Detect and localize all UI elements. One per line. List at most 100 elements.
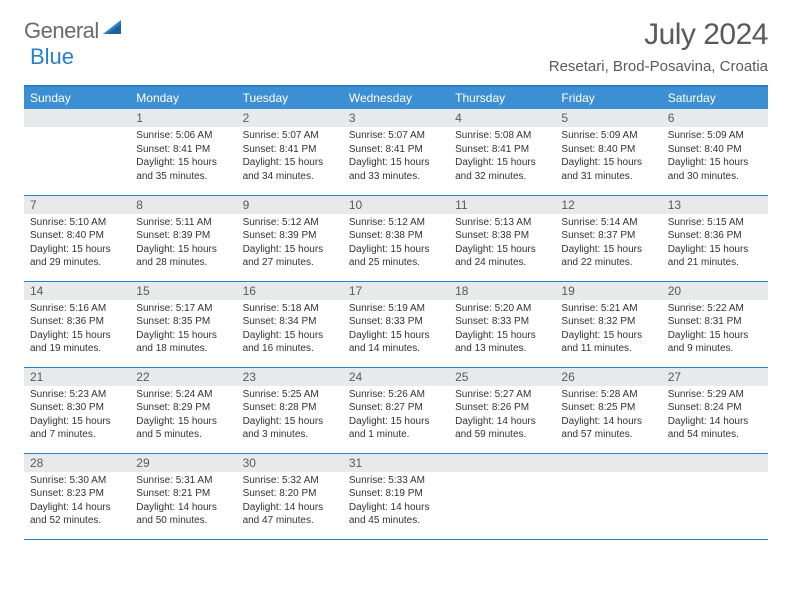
sunrise-text: Sunrise: 5:06 AM bbox=[136, 129, 230, 143]
day-cell: 26Sunrise: 5:28 AMSunset: 8:25 PMDayligh… bbox=[555, 367, 661, 453]
day-details: Sunrise: 5:32 AMSunset: 8:20 PMDaylight:… bbox=[237, 472, 343, 532]
sunrise-text: Sunrise: 5:14 AM bbox=[561, 216, 655, 230]
day-details: Sunrise: 5:16 AMSunset: 8:36 PMDaylight:… bbox=[24, 300, 130, 360]
day-details: Sunrise: 5:10 AMSunset: 8:40 PMDaylight:… bbox=[24, 214, 130, 274]
sunset-text: Sunset: 8:40 PM bbox=[668, 143, 762, 157]
day-header: Saturday bbox=[662, 87, 768, 109]
day-details: Sunrise: 5:11 AMSunset: 8:39 PMDaylight:… bbox=[130, 214, 236, 274]
sunrise-text: Sunrise: 5:26 AM bbox=[349, 388, 443, 402]
day-header: Thursday bbox=[449, 87, 555, 109]
sunset-text: Sunset: 8:35 PM bbox=[136, 315, 230, 329]
daylight-text: Daylight: 15 hours and 25 minutes. bbox=[349, 243, 443, 270]
sunrise-text: Sunrise: 5:23 AM bbox=[30, 388, 124, 402]
sunrise-text: Sunrise: 5:32 AM bbox=[243, 474, 337, 488]
day-details: Sunrise: 5:09 AMSunset: 8:40 PMDaylight:… bbox=[662, 127, 768, 187]
day-number: 15 bbox=[130, 282, 236, 300]
day-number: 21 bbox=[24, 368, 130, 386]
day-number: 5 bbox=[555, 109, 661, 127]
day-details: Sunrise: 5:20 AMSunset: 8:33 PMDaylight:… bbox=[449, 300, 555, 360]
calendar-table: Sunday Monday Tuesday Wednesday Thursday… bbox=[24, 87, 768, 540]
sunrise-text: Sunrise: 5:30 AM bbox=[30, 474, 124, 488]
sunrise-text: Sunrise: 5:19 AM bbox=[349, 302, 443, 316]
day-number: 7 bbox=[24, 196, 130, 214]
day-cell: 18Sunrise: 5:20 AMSunset: 8:33 PMDayligh… bbox=[449, 281, 555, 367]
day-details: Sunrise: 5:07 AMSunset: 8:41 PMDaylight:… bbox=[237, 127, 343, 187]
daylight-text: Daylight: 14 hours and 59 minutes. bbox=[455, 415, 549, 442]
empty-day bbox=[662, 454, 768, 472]
day-cell: 9Sunrise: 5:12 AMSunset: 8:39 PMDaylight… bbox=[237, 195, 343, 281]
sunrise-text: Sunrise: 5:21 AM bbox=[561, 302, 655, 316]
day-cell: 14Sunrise: 5:16 AMSunset: 8:36 PMDayligh… bbox=[24, 281, 130, 367]
sunrise-text: Sunrise: 5:29 AM bbox=[668, 388, 762, 402]
day-number: 13 bbox=[662, 196, 768, 214]
day-details: Sunrise: 5:07 AMSunset: 8:41 PMDaylight:… bbox=[343, 127, 449, 187]
sunset-text: Sunset: 8:36 PM bbox=[30, 315, 124, 329]
day-details: Sunrise: 5:29 AMSunset: 8:24 PMDaylight:… bbox=[662, 386, 768, 446]
sunrise-text: Sunrise: 5:13 AM bbox=[455, 216, 549, 230]
sunrise-text: Sunrise: 5:28 AM bbox=[561, 388, 655, 402]
daylight-text: Daylight: 15 hours and 11 minutes. bbox=[561, 329, 655, 356]
sunset-text: Sunset: 8:39 PM bbox=[136, 229, 230, 243]
day-details: Sunrise: 5:24 AMSunset: 8:29 PMDaylight:… bbox=[130, 386, 236, 446]
sunset-text: Sunset: 8:38 PM bbox=[455, 229, 549, 243]
page-header: General July 2024 Resetari, Brod-Posavin… bbox=[0, 0, 792, 81]
day-cell: 24Sunrise: 5:26 AMSunset: 8:27 PMDayligh… bbox=[343, 367, 449, 453]
day-header: Sunday bbox=[24, 87, 130, 109]
day-number: 24 bbox=[343, 368, 449, 386]
sunset-text: Sunset: 8:31 PM bbox=[668, 315, 762, 329]
sunset-text: Sunset: 8:33 PM bbox=[349, 315, 443, 329]
day-cell: 30Sunrise: 5:32 AMSunset: 8:20 PMDayligh… bbox=[237, 453, 343, 539]
sunrise-text: Sunrise: 5:22 AM bbox=[668, 302, 762, 316]
daylight-text: Daylight: 15 hours and 3 minutes. bbox=[243, 415, 337, 442]
daylight-text: Daylight: 15 hours and 19 minutes. bbox=[30, 329, 124, 356]
day-details: Sunrise: 5:25 AMSunset: 8:28 PMDaylight:… bbox=[237, 386, 343, 446]
logo-text-blue: Blue bbox=[30, 44, 74, 69]
daylight-text: Daylight: 15 hours and 30 minutes. bbox=[668, 156, 762, 183]
daylight-text: Daylight: 14 hours and 54 minutes. bbox=[668, 415, 762, 442]
sunset-text: Sunset: 8:41 PM bbox=[243, 143, 337, 157]
daylight-text: Daylight: 15 hours and 18 minutes. bbox=[136, 329, 230, 356]
day-details: Sunrise: 5:12 AMSunset: 8:39 PMDaylight:… bbox=[237, 214, 343, 274]
day-cell: 3Sunrise: 5:07 AMSunset: 8:41 PMDaylight… bbox=[343, 109, 449, 195]
day-details: Sunrise: 5:17 AMSunset: 8:35 PMDaylight:… bbox=[130, 300, 236, 360]
day-cell: 22Sunrise: 5:24 AMSunset: 8:29 PMDayligh… bbox=[130, 367, 236, 453]
day-number: 9 bbox=[237, 196, 343, 214]
sunset-text: Sunset: 8:30 PM bbox=[30, 401, 124, 415]
empty-day bbox=[555, 454, 661, 472]
sunset-text: Sunset: 8:37 PM bbox=[561, 229, 655, 243]
day-cell: 10Sunrise: 5:12 AMSunset: 8:38 PMDayligh… bbox=[343, 195, 449, 281]
day-number: 22 bbox=[130, 368, 236, 386]
day-details: Sunrise: 5:09 AMSunset: 8:40 PMDaylight:… bbox=[555, 127, 661, 187]
daylight-text: Daylight: 14 hours and 57 minutes. bbox=[561, 415, 655, 442]
sunrise-text: Sunrise: 5:15 AM bbox=[668, 216, 762, 230]
day-number: 16 bbox=[237, 282, 343, 300]
day-number: 28 bbox=[24, 454, 130, 472]
daylight-text: Daylight: 15 hours and 31 minutes. bbox=[561, 156, 655, 183]
day-cell bbox=[555, 453, 661, 539]
day-details: Sunrise: 5:26 AMSunset: 8:27 PMDaylight:… bbox=[343, 386, 449, 446]
day-details: Sunrise: 5:13 AMSunset: 8:38 PMDaylight:… bbox=[449, 214, 555, 274]
day-cell: 8Sunrise: 5:11 AMSunset: 8:39 PMDaylight… bbox=[130, 195, 236, 281]
sunset-text: Sunset: 8:25 PM bbox=[561, 401, 655, 415]
sunset-text: Sunset: 8:39 PM bbox=[243, 229, 337, 243]
day-number: 29 bbox=[130, 454, 236, 472]
day-details: Sunrise: 5:31 AMSunset: 8:21 PMDaylight:… bbox=[130, 472, 236, 532]
day-cell: 27Sunrise: 5:29 AMSunset: 8:24 PMDayligh… bbox=[662, 367, 768, 453]
day-number: 17 bbox=[343, 282, 449, 300]
daylight-text: Daylight: 15 hours and 24 minutes. bbox=[455, 243, 549, 270]
day-cell: 31Sunrise: 5:33 AMSunset: 8:19 PMDayligh… bbox=[343, 453, 449, 539]
day-cell: 5Sunrise: 5:09 AMSunset: 8:40 PMDaylight… bbox=[555, 109, 661, 195]
day-details: Sunrise: 5:21 AMSunset: 8:32 PMDaylight:… bbox=[555, 300, 661, 360]
sunset-text: Sunset: 8:20 PM bbox=[243, 487, 337, 501]
day-header: Wednesday bbox=[343, 87, 449, 109]
day-details: Sunrise: 5:08 AMSunset: 8:41 PMDaylight:… bbox=[449, 127, 555, 187]
sunset-text: Sunset: 8:41 PM bbox=[136, 143, 230, 157]
empty-day bbox=[24, 109, 130, 127]
title-block: July 2024 Resetari, Brod-Posavina, Croat… bbox=[549, 18, 768, 75]
daylight-text: Daylight: 15 hours and 28 minutes. bbox=[136, 243, 230, 270]
week-row: 1Sunrise: 5:06 AMSunset: 8:41 PMDaylight… bbox=[24, 109, 768, 195]
sunrise-text: Sunrise: 5:16 AM bbox=[30, 302, 124, 316]
daylight-text: Daylight: 14 hours and 52 minutes. bbox=[30, 501, 124, 528]
day-number: 19 bbox=[555, 282, 661, 300]
day-details: Sunrise: 5:30 AMSunset: 8:23 PMDaylight:… bbox=[24, 472, 130, 532]
